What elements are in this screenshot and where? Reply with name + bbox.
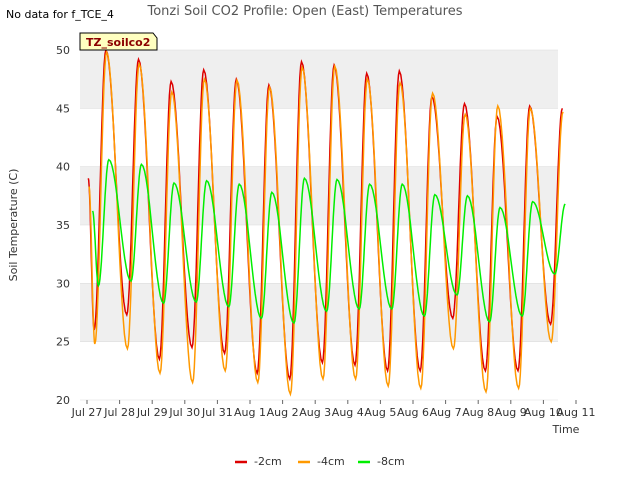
chart-title: Tonzi Soil CO2 Profile: Open (East) Temp…	[146, 4, 462, 19]
tag-label: TZ_soilco2	[86, 36, 150, 49]
x-tick-label: Jul 29	[136, 406, 168, 419]
x-tick-label: Jul 28	[103, 406, 135, 419]
x-tick-label: Aug 6	[397, 406, 429, 419]
x-tick-label: Aug 7	[430, 406, 462, 419]
x-tick-label: Aug 1	[234, 406, 266, 419]
x-tick-label: Aug 2	[267, 406, 299, 419]
x-tick-label: Jul 30	[168, 406, 200, 419]
x-tick-label: Aug 8	[462, 406, 494, 419]
series-line-minus-4cm	[88, 49, 564, 397]
x-tick-label: Aug 4	[332, 406, 364, 419]
series-line-minus-8cm	[91, 158, 566, 325]
y-axis: 20 25 30 35 40 45 50	[56, 44, 70, 407]
y-axis-label: Soil Temperature (C)	[7, 169, 20, 282]
x-tick-label: Aug 10	[524, 406, 563, 419]
y-tick-label: 25	[56, 336, 70, 349]
tag-box: TZ_soilco2	[79, 32, 158, 51]
x-tick-label: Aug 3	[299, 406, 331, 419]
x-tick-label: Aug 11	[557, 406, 596, 419]
x-tick-label: Jul 27	[71, 406, 103, 419]
legend-label: -8cm	[377, 455, 405, 468]
y-tick-label: 20	[56, 394, 70, 407]
x-tick-label: Aug 5	[364, 406, 396, 419]
legend-label: -4cm	[317, 455, 345, 468]
x-tick-label: Jul 31	[201, 406, 233, 419]
y-tick-label: 45	[56, 102, 70, 115]
x-axis: Jul 27 Jul 28 Jul 29 Jul 30 Jul 31 Aug 1 Aug 2…	[71, 400, 596, 419]
x-tick-label: Aug 9	[495, 406, 527, 419]
legend-label: -2cm	[254, 455, 282, 468]
grid-band	[80, 166, 558, 225]
series-line-minus-2cm	[87, 47, 564, 382]
tag-box-shape	[79, 32, 158, 51]
y-tick-label: 35	[56, 219, 70, 232]
no-data-note: No data for f_TCE_4	[6, 8, 114, 21]
legend: -2cm -4cm -8cm	[235, 455, 405, 468]
grid-band	[80, 50, 558, 109]
series-group	[87, 47, 566, 397]
x-axis-label: Time	[552, 423, 580, 436]
y-tick-label: 40	[56, 161, 70, 174]
y-tick-label: 50	[56, 44, 70, 57]
y-tick-label: 30	[56, 277, 70, 290]
